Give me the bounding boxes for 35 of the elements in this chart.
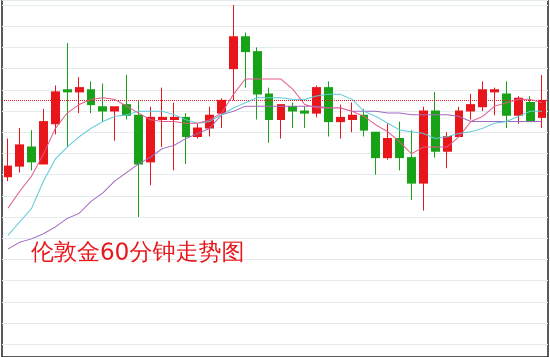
candlestick (300, 106, 309, 128)
candlestick (526, 96, 535, 122)
candlestick (395, 121, 404, 171)
candlestick (502, 80, 511, 128)
candlestick (253, 46, 262, 120)
candlestick (146, 106, 155, 186)
candlestick (193, 123, 202, 140)
candlestick (63, 42, 72, 148)
candlestick (27, 130, 36, 171)
candlestick (443, 132, 452, 169)
candlestick (110, 106, 119, 142)
candlestick (15, 127, 24, 173)
candlestick (277, 104, 285, 140)
candlestick (419, 106, 428, 212)
candlestick (407, 130, 416, 201)
candlestick (98, 82, 107, 122)
candlestick (87, 80, 95, 114)
candlestick (455, 106, 463, 137)
candlestick (182, 112, 190, 164)
candlestick (360, 108, 368, 137)
text: 伦敦金60分钟走势图 (31, 240, 244, 266)
candlestick (265, 87, 273, 144)
candlestick (122, 74, 131, 120)
candlestick (336, 104, 345, 140)
candlestick (371, 132, 380, 176)
candlestick (134, 100, 143, 218)
candlestick (383, 123, 392, 160)
candlestick (241, 32, 250, 88)
candlestick (4, 138, 12, 182)
candlestick (288, 102, 297, 128)
candlestick (39, 108, 48, 164)
candlestick (324, 80, 333, 137)
candlestick (170, 102, 179, 171)
candlestick (348, 102, 357, 133)
candlestick (431, 91, 440, 158)
